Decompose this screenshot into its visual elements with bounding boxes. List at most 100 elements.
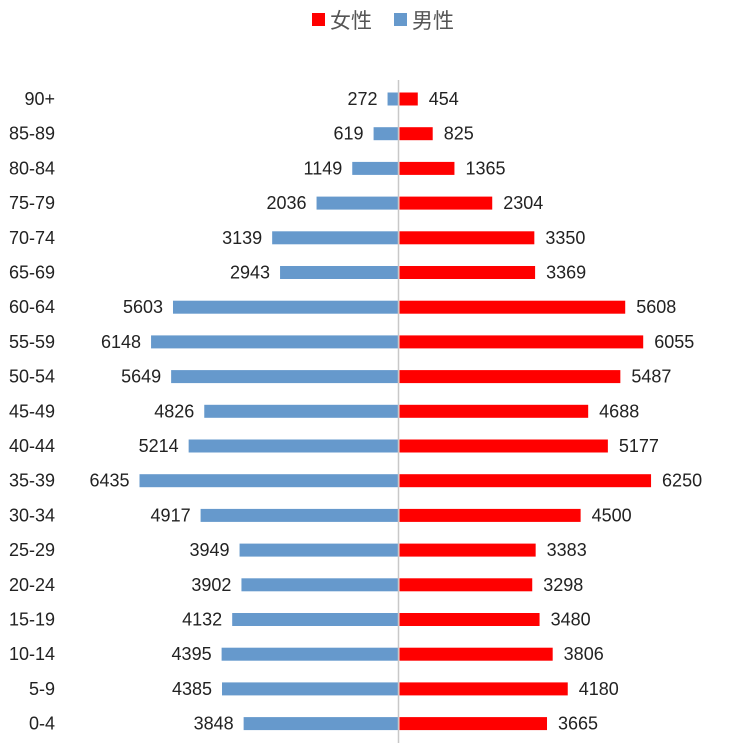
value-label-male: 6148 bbox=[101, 332, 141, 352]
bar-male bbox=[151, 335, 399, 349]
category-label: 65-69 bbox=[9, 263, 55, 283]
bar-female bbox=[399, 508, 581, 522]
bar-male bbox=[241, 578, 399, 592]
bar-male bbox=[171, 370, 399, 384]
bar-male bbox=[232, 613, 399, 626]
category-label: 60-64 bbox=[9, 297, 55, 317]
bar-male bbox=[316, 196, 399, 210]
bar-female bbox=[399, 717, 548, 731]
bar-male bbox=[272, 231, 399, 245]
bar-female bbox=[399, 404, 589, 418]
bar-female bbox=[399, 300, 626, 314]
value-label-female: 3369 bbox=[546, 263, 586, 283]
bar-female bbox=[399, 578, 533, 592]
category-label: 20-24 bbox=[9, 575, 55, 595]
value-label-female: 5177 bbox=[619, 436, 659, 456]
value-label-female: 3350 bbox=[545, 228, 585, 248]
bar-male bbox=[222, 682, 399, 696]
value-label-female: 3480 bbox=[551, 610, 591, 630]
value-label-male: 5603 bbox=[123, 297, 163, 317]
category-label: 35-39 bbox=[9, 471, 55, 491]
value-label-male: 4826 bbox=[154, 401, 194, 421]
bar-male bbox=[204, 404, 399, 418]
legend-swatch-female bbox=[312, 13, 325, 26]
value-label-male: 2036 bbox=[267, 193, 307, 213]
value-label-male: 3949 bbox=[190, 540, 230, 560]
value-label-male: 1149 bbox=[304, 158, 343, 178]
value-label-male: 2943 bbox=[230, 263, 270, 283]
category-label: 55-59 bbox=[9, 332, 55, 352]
category-label: 25-29 bbox=[9, 540, 55, 560]
value-label-male: 6435 bbox=[89, 471, 129, 491]
bar-female bbox=[399, 474, 652, 488]
value-label-male: 3139 bbox=[222, 228, 262, 248]
value-label-female: 4688 bbox=[599, 401, 639, 421]
value-label-female: 4500 bbox=[592, 505, 632, 525]
legend-swatch-male bbox=[394, 13, 407, 26]
bar-male bbox=[387, 92, 399, 106]
bar-female bbox=[399, 161, 455, 175]
value-label-female: 5608 bbox=[636, 297, 676, 317]
value-label-female: 6055 bbox=[654, 332, 694, 352]
value-label-male: 4395 bbox=[172, 644, 212, 664]
bar-female bbox=[399, 92, 418, 106]
value-label-male: 3902 bbox=[191, 575, 231, 595]
legend: 女性 男性 bbox=[312, 9, 454, 33]
category-label: 30-34 bbox=[9, 505, 55, 525]
value-label-male: 4917 bbox=[151, 505, 191, 525]
value-label-female: 2304 bbox=[503, 193, 543, 213]
bar-male bbox=[352, 161, 399, 175]
value-label-male: 5214 bbox=[139, 436, 179, 456]
category-label: 45-49 bbox=[9, 401, 55, 421]
bar-male bbox=[239, 543, 399, 557]
bar-male bbox=[243, 717, 399, 731]
category-label: 75-79 bbox=[9, 193, 55, 213]
category-label: 50-54 bbox=[9, 367, 55, 387]
value-label-female: 5487 bbox=[631, 367, 671, 387]
bar-female bbox=[399, 231, 535, 245]
value-label-female: 3298 bbox=[543, 575, 583, 595]
bar-female bbox=[399, 335, 644, 349]
category-label: 10-14 bbox=[9, 644, 55, 664]
value-label-female: 4180 bbox=[579, 679, 619, 699]
bar-female bbox=[399, 196, 493, 210]
category-label: 0-4 bbox=[29, 714, 55, 734]
category-label: 85-89 bbox=[9, 124, 55, 144]
bar-male bbox=[373, 127, 399, 141]
bar-female bbox=[399, 682, 568, 696]
category-label: 90+ bbox=[24, 89, 55, 109]
value-label-female: 6250 bbox=[662, 471, 702, 491]
bar-male bbox=[280, 266, 399, 279]
value-label-male: 4385 bbox=[172, 679, 212, 699]
legend-label-male: 男性 bbox=[412, 9, 454, 33]
value-label-female: 3665 bbox=[558, 714, 598, 734]
bar-female bbox=[399, 439, 608, 453]
bar-male bbox=[139, 474, 399, 488]
value-label-female: 825 bbox=[444, 124, 474, 144]
bar-female bbox=[399, 266, 536, 279]
bar-female bbox=[399, 613, 540, 626]
value-label-male: 272 bbox=[348, 89, 378, 109]
bar-female bbox=[399, 127, 433, 141]
category-label: 15-19 bbox=[9, 610, 55, 630]
value-label-male: 5649 bbox=[121, 367, 161, 387]
value-label-female: 454 bbox=[429, 89, 459, 109]
bar-female bbox=[399, 647, 553, 661]
category-label: 80-84 bbox=[9, 158, 55, 178]
value-label-male: 3848 bbox=[194, 714, 234, 734]
category-label: 40-44 bbox=[9, 436, 55, 456]
value-label-male: 619 bbox=[334, 124, 364, 144]
bar-female bbox=[399, 370, 621, 384]
category-label: 70-74 bbox=[9, 228, 55, 248]
bar-male bbox=[172, 300, 399, 314]
legend-label-female: 女性 bbox=[330, 9, 372, 33]
category-label: 5-9 bbox=[29, 679, 55, 699]
value-label-female: 3383 bbox=[547, 540, 587, 560]
bar-male bbox=[188, 439, 399, 453]
bar-male bbox=[221, 647, 399, 661]
bar-female bbox=[399, 543, 536, 557]
value-label-male: 4132 bbox=[182, 610, 222, 630]
bar-male bbox=[200, 508, 399, 522]
value-label-female: 3806 bbox=[564, 644, 604, 664]
